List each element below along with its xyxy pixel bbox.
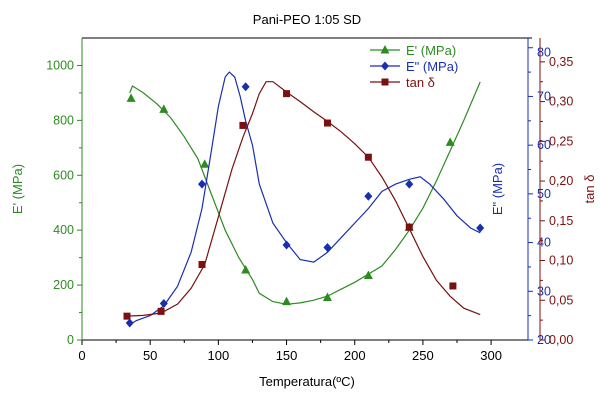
y1-tick-label: 600	[53, 168, 74, 182]
y2-tick-label: 40	[537, 236, 551, 250]
series-2-point	[241, 82, 250, 92]
x-tick-label: 250	[412, 348, 434, 363]
y3-tick-label: 0,35	[549, 55, 573, 69]
y3-tick-label: 0,25	[549, 134, 573, 148]
y3-tick-label: 0,00	[549, 333, 573, 347]
series-1-point	[282, 296, 292, 306]
y3-tick-label: 0,30	[549, 95, 573, 109]
series-2-point	[476, 223, 485, 233]
x-tick-label: 50	[143, 348, 157, 363]
legend-marker	[380, 45, 390, 54]
series-3	[123, 81, 481, 320]
x-tick-label: 0	[78, 348, 85, 363]
series-3-point	[364, 153, 372, 161]
x-axis-title: Temperatura(ºC)	[259, 374, 355, 389]
series-1-point	[241, 264, 251, 274]
series-2-point	[364, 191, 373, 201]
y1-tick-label: 800	[53, 113, 74, 127]
legend-label: E' (MPa)	[406, 43, 456, 58]
series-2	[125, 71, 485, 328]
series-3-point	[283, 90, 291, 98]
legend-marker	[381, 61, 389, 71]
series-3-point	[405, 223, 413, 231]
series-2-point	[125, 318, 134, 328]
series-3-point	[449, 282, 457, 290]
legend: E' (MPa)E" (MPa)tan δ	[370, 43, 458, 90]
y2-axis-title: E" (MPa)	[490, 163, 505, 215]
series-2-line	[128, 71, 481, 326]
chart-title: Pani-PEO 1:05 SD	[253, 12, 361, 27]
legend-marker	[381, 78, 389, 86]
series-1-point	[200, 159, 210, 168]
series-2-point	[405, 179, 414, 189]
series-1-point	[159, 104, 169, 113]
legend-label: E" (MPa)	[406, 59, 458, 74]
y1-tick-label: 200	[53, 278, 74, 292]
series-3-point	[123, 312, 131, 320]
series-1-line	[129, 81, 481, 305]
series-1-point	[126, 93, 136, 102]
y3-tick-label: 0,15	[549, 214, 573, 228]
y3-tick-label: 0,10	[549, 254, 573, 268]
series-2-point	[323, 242, 332, 252]
series-3-line	[125, 81, 481, 317]
series-3-point	[157, 307, 165, 315]
series-3-point	[198, 261, 206, 268]
series-1	[126, 81, 481, 306]
series-1-point	[322, 292, 332, 301]
series-1-point	[445, 137, 455, 146]
series-2-point	[282, 240, 291, 250]
series-2-point	[198, 179, 206, 189]
y1-tick-label: 400	[53, 223, 74, 237]
legend-label: tan δ	[406, 75, 435, 90]
y3-tick-label: 0,20	[549, 174, 573, 188]
x-tick-label: 300	[480, 348, 502, 363]
series-2-point	[159, 298, 168, 308]
y3-tick-label: 0,05	[549, 293, 573, 307]
x-tick-label: 100	[208, 348, 230, 363]
series-3-point	[323, 119, 331, 127]
y1-axis-title: E' (MPa)	[10, 164, 25, 214]
y1-tick-label: 0	[67, 333, 74, 347]
x-tick-label: 200	[344, 348, 366, 363]
y3-axis-title: tan δ	[582, 175, 597, 204]
y1-tick-label: 1000	[46, 58, 74, 72]
x-tick-label: 150	[276, 348, 298, 363]
series-3-point	[239, 121, 247, 129]
series-1-point	[363, 270, 373, 279]
y2-tick-label: 50	[537, 187, 551, 201]
